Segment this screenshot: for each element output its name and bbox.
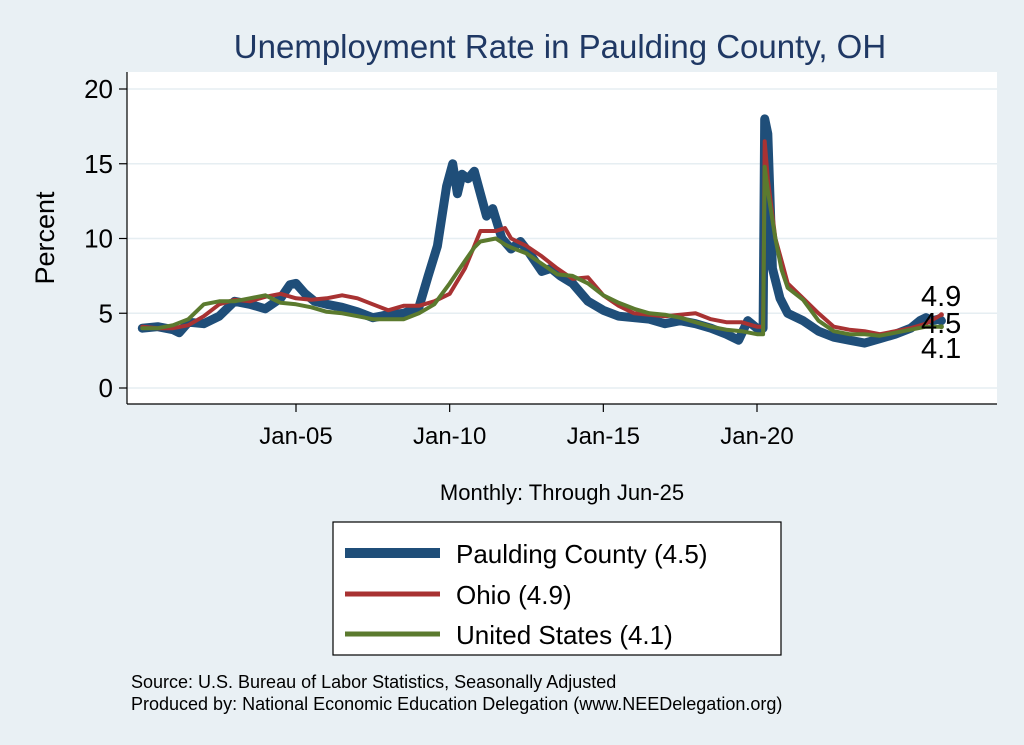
y-axis-ticks: 0 5 10 15 20 — [84, 74, 127, 403]
y-tick-label: 15 — [84, 149, 113, 179]
legend-label-county: Paulding County (4.5) — [456, 539, 707, 569]
y-gridlines — [127, 88, 997, 389]
end-label-ohio: 4.9 — [921, 281, 961, 313]
y-axis-label: Percent — [30, 191, 60, 285]
x-axis-ticks: Jan-05 Jan-10 Jan-15 Jan-20 — [259, 404, 794, 450]
series-lines — [137, 114, 946, 348]
series-end-point — [938, 324, 944, 330]
y-tick-label: 0 — [99, 373, 113, 403]
series-end-point — [938, 312, 944, 318]
end-label-us: 4.1 — [921, 333, 961, 365]
source-note: Source: U.S. Bureau of Labor Statistics,… — [131, 672, 617, 692]
y-tick-label: 5 — [99, 298, 113, 328]
x-tick-label: Jan-20 — [720, 423, 793, 450]
x-tick-label: Jan-10 — [413, 423, 486, 450]
legend-label-ohio: Ohio (4.9) — [456, 580, 572, 610]
legend-label-us: United States (4.1) — [456, 620, 673, 650]
series-end-point — [938, 318, 944, 324]
x-tick-label: Jan-05 — [259, 423, 332, 450]
y-tick-label: 20 — [84, 74, 113, 104]
x-tick-label: Jan-15 — [567, 423, 640, 450]
series-line-united-states — [140, 164, 944, 338]
x-axis-label: Monthly: Through Jun-25 — [440, 480, 684, 505]
series-line-ohio — [140, 139, 944, 337]
legend: Paulding County (4.5) Ohio (4.9) United … — [332, 521, 782, 656]
producer-note: Produced by: National Economic Education… — [131, 694, 783, 714]
chart-title: Unemployment Rate in Paulding County, OH — [234, 28, 886, 65]
end-label-county: 4.5 — [921, 308, 961, 340]
y-tick-label: 10 — [84, 224, 113, 254]
